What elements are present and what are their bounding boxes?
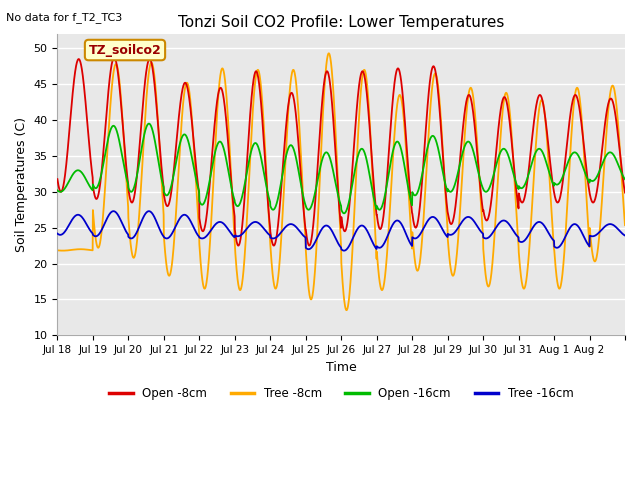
- Text: TZ_soilco2: TZ_soilco2: [88, 44, 161, 57]
- Title: Tonzi Soil CO2 Profile: Lower Temperatures: Tonzi Soil CO2 Profile: Lower Temperatur…: [178, 15, 504, 30]
- Text: No data for f_T2_TC3: No data for f_T2_TC3: [6, 12, 123, 23]
- Y-axis label: Soil Temperatures (C): Soil Temperatures (C): [15, 117, 28, 252]
- Legend: Open -8cm, Tree -8cm, Open -16cm, Tree -16cm: Open -8cm, Tree -8cm, Open -16cm, Tree -…: [104, 382, 578, 405]
- X-axis label: Time: Time: [326, 360, 356, 373]
